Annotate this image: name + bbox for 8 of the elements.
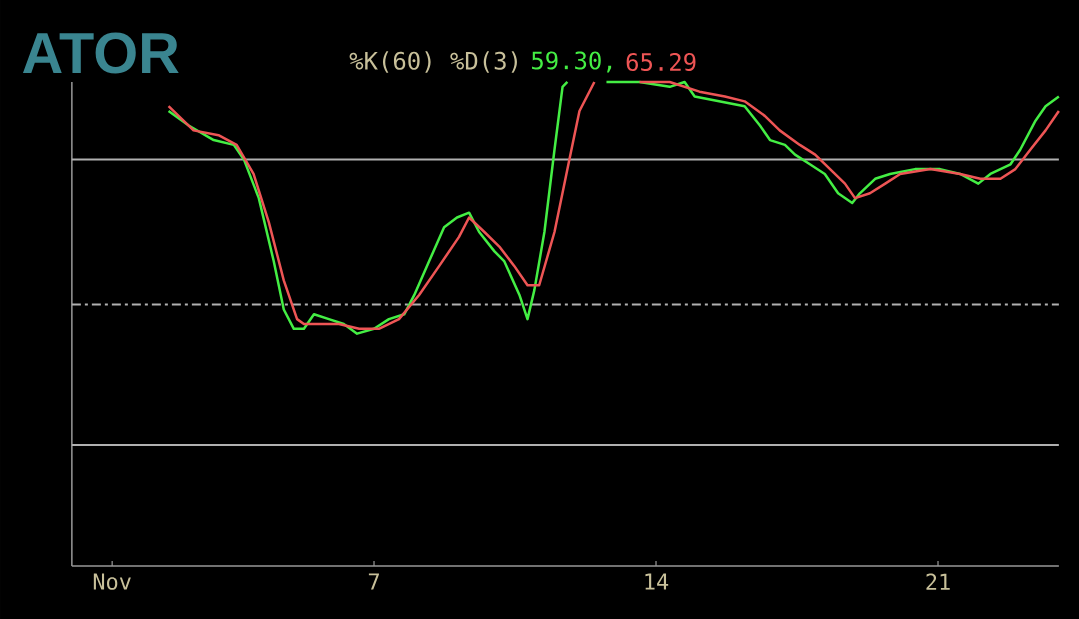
- x-tick-label: Nov: [93, 573, 131, 590]
- x-tick-label: 14: [645, 573, 669, 590]
- x-tick-label: 7: [368, 573, 379, 590]
- text: 59.30,: [532, 51, 612, 73]
- text: 65.29: [626, 52, 696, 72]
- text: %K(60) %D(3): [349, 51, 517, 73]
- x-tick-label: 21: [926, 573, 950, 590]
- chart-title: ATOR: [22, 32, 179, 74]
